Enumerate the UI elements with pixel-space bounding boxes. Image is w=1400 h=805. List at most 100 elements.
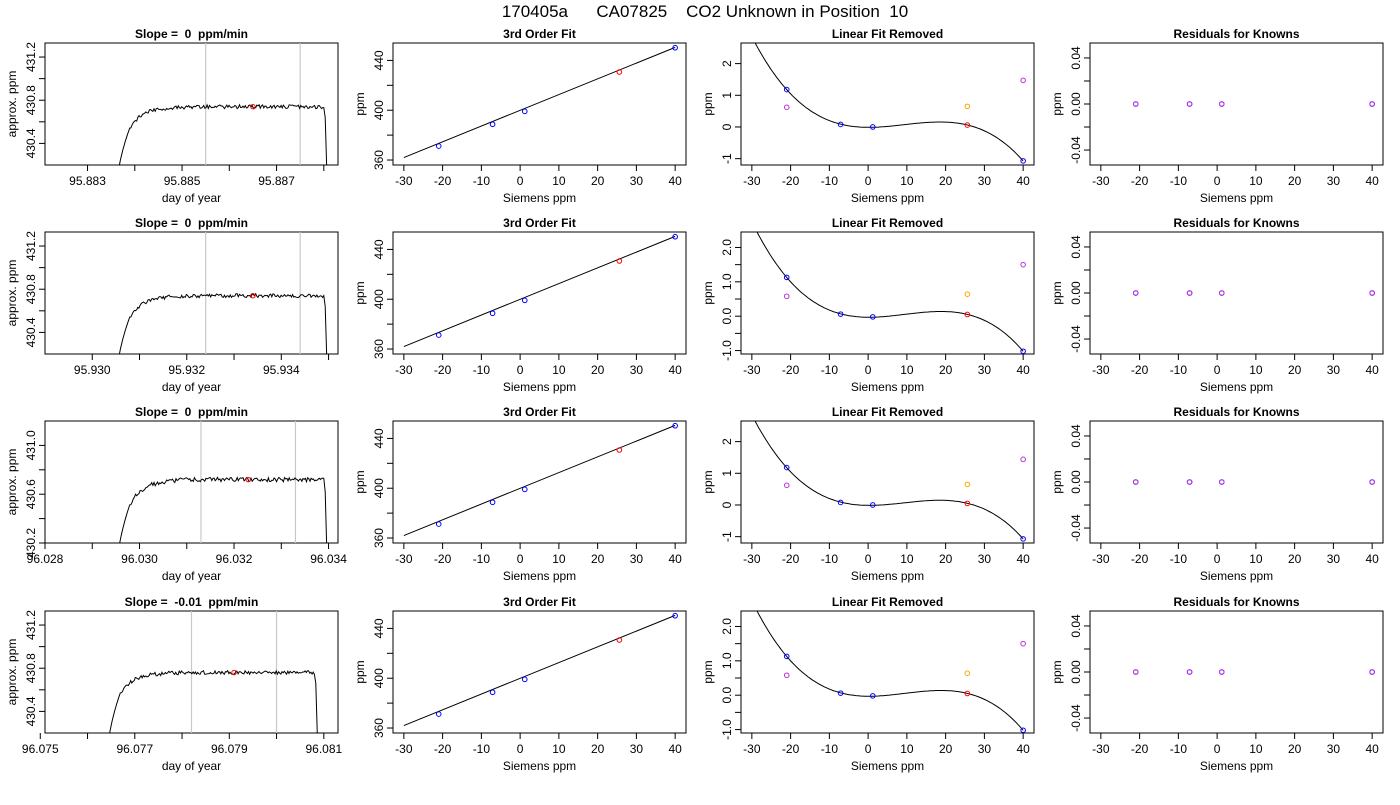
x-axis-label: day of year <box>162 191 221 205</box>
chart-panel-linear_removed-1: Linear Fit Removed-30 -20 -10 0 10 20 30 40-101… <box>701 27 1035 205</box>
data-point <box>489 689 496 696</box>
plot-data-area <box>109 611 318 733</box>
plot-frame <box>1089 610 1384 734</box>
y-tick-label: -1 <box>720 153 734 164</box>
plot-data-area <box>118 43 328 165</box>
data-point <box>1020 456 1026 463</box>
data-point <box>783 653 790 660</box>
x-tick-label: 40 <box>668 174 682 188</box>
y-tick-label: 431.0 <box>24 430 38 460</box>
x-tick-label: 10 <box>900 742 914 756</box>
x-tick-label: 40 <box>1016 363 1030 377</box>
data-point <box>964 103 971 110</box>
x-tick-label: -20 <box>1131 174 1149 188</box>
unknown-mean-point <box>245 476 251 483</box>
chart-panel-residuals-1: Residuals for Knowns -30 -20 -10 0 10 20 30 40 -0… <box>1050 27 1384 205</box>
x-tick-label: 10 <box>1249 363 1263 377</box>
y-tick-label: 0.00 <box>1069 470 1083 494</box>
x-tick-label: -20 <box>782 363 800 377</box>
panel-title: Linear Fit Removed <box>832 405 943 419</box>
data-point <box>435 143 442 149</box>
plot-data-area <box>119 421 328 543</box>
x-axis-label: Siemens ppm <box>851 569 924 583</box>
x-tick-label: 30 <box>978 742 992 756</box>
x-tick-label: 30 <box>630 742 644 756</box>
data-point <box>1369 101 1375 107</box>
x-tick-label: 30 <box>1327 552 1341 566</box>
x-tick-label: -10 <box>1170 552 1188 566</box>
x-tick-label: 0 <box>1214 363 1221 377</box>
plot-data-area <box>1132 479 1375 485</box>
y-tick-label: 0 <box>720 123 734 130</box>
data-point <box>672 422 678 429</box>
plot-frame <box>1089 42 1384 166</box>
unknown-mean-point <box>250 292 256 299</box>
data-point <box>869 124 876 130</box>
x-tick-label: 10 <box>900 552 914 566</box>
x-axis-label: Siemens ppm <box>1200 569 1273 583</box>
panel-title: 3rd Order Fit <box>503 595 576 609</box>
plot-data-area <box>403 233 678 347</box>
y-tick-label: -1.0 <box>720 719 734 740</box>
x-tick-label: 20 <box>591 742 605 756</box>
data-point <box>521 108 528 115</box>
y-axis-label: ppm <box>701 281 715 304</box>
x-tick-label: 40 <box>1016 174 1030 188</box>
chart-panel-timeseries-2: Slope = 0 ppm/min 95.930 95.932 95.934 430.4… <box>5 216 339 394</box>
data-point <box>1186 290 1193 296</box>
x-tick-label: 40 <box>1365 363 1379 377</box>
x-tick-label: 96.030 <box>121 552 158 566</box>
plot-frame <box>1089 231 1384 355</box>
y-tick-label: 0 <box>720 501 734 508</box>
x-tick-label: 20 <box>1288 174 1302 188</box>
chart-panel-linear_removed-3: Linear Fit Removed-30 -20 -10 0 10 20 30 40-101… <box>701 405 1035 583</box>
plot-data-area <box>118 232 328 354</box>
x-axis-label: Siemens ppm <box>1200 759 1273 773</box>
chart-panel-linear_removed-4: Linear Fit Removed -30 -20 -10 0 10 20 30 40 -1.0… <box>701 595 1035 773</box>
fit-line <box>403 614 676 726</box>
plot-data-area <box>1132 290 1375 296</box>
x-tick-label: -20 <box>782 174 800 188</box>
analyzer-trace-line <box>118 292 328 354</box>
y-tick-label: 0.00 <box>1069 92 1083 116</box>
data-point <box>964 311 971 318</box>
plot-data-area <box>754 421 1026 542</box>
plot-frame <box>44 420 339 544</box>
data-point <box>672 233 678 240</box>
data-point <box>1186 101 1193 107</box>
x-tick-label: -30 <box>743 742 761 756</box>
x-tick-label: -30 <box>1092 174 1110 188</box>
plot-frame <box>392 42 687 166</box>
x-tick-label: -30 <box>1092 552 1110 566</box>
data-point <box>869 693 876 699</box>
unknown-mean-point <box>231 669 237 676</box>
data-point <box>783 672 790 679</box>
y-tick-label: 400 <box>372 478 386 498</box>
x-tick-label: 96.075 <box>22 742 59 756</box>
x-tick-label: -20 <box>434 174 452 188</box>
plot-frame <box>392 610 687 734</box>
cubic-fit-curve <box>754 43 1024 162</box>
analyzer-trace-line <box>119 476 328 543</box>
x-tick-label: -30 <box>395 742 413 756</box>
chart-panel-residuals-3: Residuals for Knowns -30 -20 -10 0 10 20 30 40 -0… <box>1050 405 1384 583</box>
data-point <box>1186 669 1193 675</box>
x-tick-label: 30 <box>630 174 644 188</box>
data-point <box>783 464 790 471</box>
x-tick-label: 96.077 <box>116 742 153 756</box>
plot-frame <box>392 420 687 544</box>
x-tick-label: 20 <box>1288 552 1302 566</box>
y-tick-label: 440 <box>372 50 386 70</box>
x-axis-label: Siemens ppm <box>1200 380 1273 394</box>
y-tick-label: 1.0 <box>720 273 734 290</box>
analyzer-trace-line <box>109 669 318 733</box>
x-tick-label: 30 <box>1327 174 1341 188</box>
x-tick-label: 20 <box>939 742 953 756</box>
y-axis-label: approx. ppm <box>5 71 19 138</box>
x-tick-label: -20 <box>1131 363 1149 377</box>
panel-title: Slope = -0.01 ppm/min <box>125 595 259 609</box>
data-point <box>1132 479 1139 485</box>
y-axis-label: ppm <box>1050 281 1064 304</box>
